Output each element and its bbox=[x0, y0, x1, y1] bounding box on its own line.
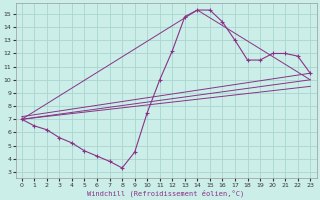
X-axis label: Windchill (Refroidissement éolien,°C): Windchill (Refroidissement éolien,°C) bbox=[87, 189, 245, 197]
